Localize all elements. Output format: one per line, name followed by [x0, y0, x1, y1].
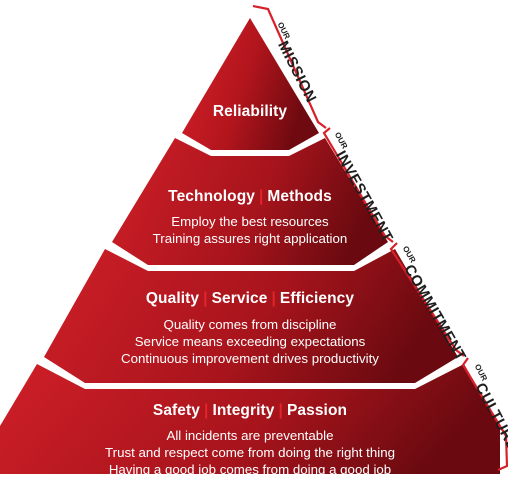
- title-separator: |: [258, 188, 264, 205]
- tier-2-description: Employ the best resources Training assur…: [0, 213, 500, 247]
- tier-1-title: Reliability: [0, 103, 500, 121]
- tier-3-title: Quality | Service | Efficiency: [0, 290, 500, 308]
- tier-2-text: Technology | Methods Employ the best resou…: [0, 188, 500, 247]
- description-line: All incidents are preventable: [166, 428, 334, 443]
- tier-1-text: Reliability: [0, 103, 500, 121]
- description-line: Quality comes from discipline: [163, 317, 337, 332]
- tier-3-shape: [44, 249, 458, 383]
- tier-2-title-part: Methods: [267, 188, 332, 205]
- title-separator: |: [278, 402, 283, 419]
- side-brackets: [252, 4, 508, 472]
- tier-2-title-part: Technology: [168, 188, 255, 205]
- tier-4-title-part: Integrity: [212, 402, 275, 419]
- tier-4-title: Safety | Integrity | Passion: [0, 402, 500, 420]
- tier-3-title-part: Service: [211, 290, 268, 307]
- tier-4-shape: [0, 364, 500, 474]
- title-separator: |: [204, 402, 209, 419]
- tier-3-text: Quality | Service | Efficiency Quality comes…: [0, 290, 500, 367]
- tier-3-title-part: Efficiency: [279, 290, 355, 307]
- tier-4-title-part: Passion: [286, 402, 348, 419]
- description-line: Training assures right application: [152, 231, 348, 246]
- title-separator: |: [271, 290, 276, 307]
- description-line: Service means exceeding expectations: [134, 334, 366, 349]
- tier-4-title-part: Safety: [152, 402, 201, 419]
- tier-2-title: Technology | Methods: [0, 188, 500, 206]
- description-line: Having a good job comes from doing a goo…: [108, 462, 392, 477]
- description-line: Employ the best resources: [171, 214, 329, 229]
- description-line: Trust and respect come from doing the ri…: [105, 445, 395, 460]
- title-separator: |: [203, 290, 208, 307]
- tier-1-title-part: Reliability: [212, 103, 288, 120]
- tier-4-text: Safety | Integrity | Passion All incidents a…: [0, 402, 500, 478]
- tier-2-shape: [112, 138, 388, 265]
- tier-4-description: All incidents are preventable Trust and …: [0, 427, 500, 478]
- tier-1-shape: [182, 18, 319, 150]
- tier-3-description: Quality comes from discipline Service me…: [0, 316, 500, 367]
- description-line: Continuous improvement drives productivi…: [121, 351, 379, 366]
- tier-3-title-part: Quality: [145, 290, 200, 307]
